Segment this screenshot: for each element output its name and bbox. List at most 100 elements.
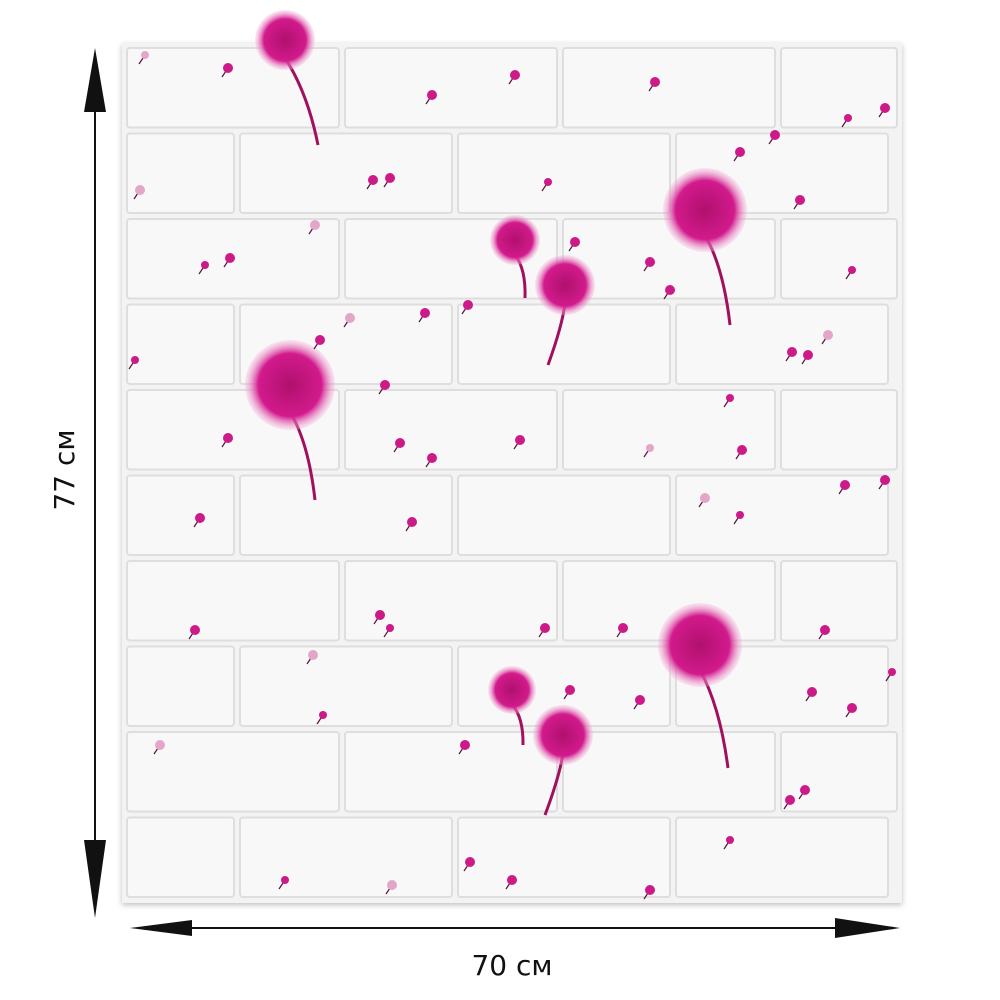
width-arrow [130, 918, 900, 938]
seed-head [848, 266, 856, 274]
seed-head [844, 114, 852, 122]
seed-head [310, 220, 320, 230]
seed-head [223, 433, 233, 443]
seed-head [510, 70, 520, 80]
seed-head [646, 444, 654, 452]
dandelion-head [533, 705, 593, 765]
dandelion-pattern [128, 10, 896, 900]
seed-head [635, 695, 645, 705]
seed-head [544, 178, 552, 186]
brick [562, 389, 776, 471]
seed-head [407, 517, 417, 527]
seed-head [460, 740, 470, 750]
seed-head [880, 103, 890, 113]
seed-head [387, 880, 397, 890]
seed-head [420, 308, 430, 318]
dandelion-head [488, 666, 536, 714]
brick [457, 816, 671, 898]
seed-head [427, 453, 437, 463]
brick [239, 132, 453, 214]
seed-head [820, 625, 830, 635]
seed-head [645, 257, 655, 267]
seed-head [345, 313, 355, 323]
brick [126, 132, 235, 214]
seed-head [319, 711, 327, 719]
seed-head [386, 624, 394, 632]
seed-head [515, 435, 525, 445]
brick [562, 731, 776, 813]
seed-head [507, 875, 517, 885]
seed-head [385, 173, 395, 183]
brick [126, 645, 235, 727]
dandelion-head [535, 255, 595, 315]
brick [239, 816, 453, 898]
dandelion-head [255, 10, 315, 70]
height-arrow [84, 48, 106, 918]
seed-head [800, 785, 810, 795]
brick [457, 132, 671, 214]
seed-head [823, 330, 833, 340]
seed-head [540, 623, 550, 633]
seed-head [737, 445, 747, 455]
dandelion-head [245, 340, 335, 430]
dandelion-head [658, 603, 742, 687]
seed-head [201, 261, 209, 269]
seed-head [726, 836, 734, 844]
height-label: 77 см [48, 429, 81, 510]
brick [344, 47, 558, 129]
brick [780, 389, 898, 471]
seed-head [190, 625, 200, 635]
brick [344, 731, 558, 813]
brick [239, 474, 453, 556]
brick [126, 560, 340, 642]
brick [562, 47, 776, 129]
brick [457, 474, 671, 556]
seed-head [223, 63, 233, 73]
brick-pattern [126, 47, 898, 898]
seed-head [570, 237, 580, 247]
width-label: 70 см [471, 949, 552, 982]
seed-head [795, 195, 805, 205]
dandelion-head [490, 215, 540, 265]
brick [344, 389, 558, 471]
brick [126, 303, 235, 385]
seed-head [427, 90, 437, 100]
seed-head [700, 493, 710, 503]
seed-head [225, 253, 235, 263]
seed-head [726, 394, 734, 402]
seed-head [368, 175, 378, 185]
seed-head [735, 147, 745, 157]
seed-head [785, 795, 795, 805]
seed-head [131, 356, 139, 364]
seed-head [465, 857, 475, 867]
seed-head [803, 350, 813, 360]
seed-head [195, 513, 205, 523]
brick [126, 474, 235, 556]
seed-head [463, 300, 473, 310]
dandelion-head [663, 168, 747, 252]
brick [780, 731, 898, 813]
brick [780, 47, 898, 129]
brick [675, 474, 889, 556]
brick [675, 816, 889, 898]
brick [780, 218, 898, 300]
brick [780, 560, 898, 642]
seed-head [135, 185, 145, 195]
seed-head [395, 438, 405, 448]
seed-head [840, 480, 850, 490]
seed-head [736, 511, 744, 519]
seed-head [155, 740, 165, 750]
seed-head [888, 668, 896, 676]
seed-head [375, 610, 385, 620]
brick [344, 560, 558, 642]
seed-head [847, 703, 857, 713]
seed-head [650, 77, 660, 87]
seed-head [315, 335, 325, 345]
brick [126, 731, 340, 813]
seed-head [141, 51, 149, 59]
seed-head [380, 380, 390, 390]
seed-head [645, 885, 655, 895]
seed-head [308, 650, 318, 660]
seed-head [787, 347, 797, 357]
